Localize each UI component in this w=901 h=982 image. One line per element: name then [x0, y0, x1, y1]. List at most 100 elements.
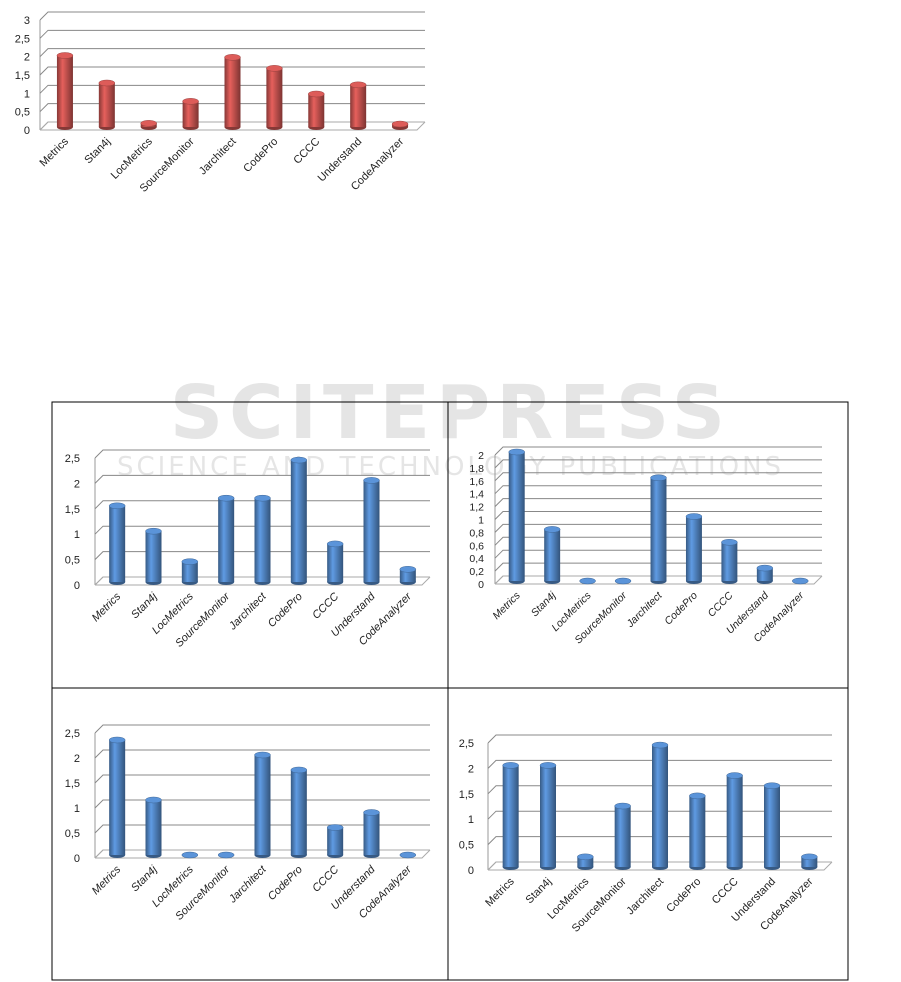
gridline: [94, 799, 430, 809]
y-tick-label: 0,5: [65, 828, 80, 840]
bar-top: [363, 477, 380, 484]
gridline: [487, 734, 832, 744]
x-tick-label: Stan4j: [524, 876, 555, 907]
bar-top: [290, 456, 308, 464]
x-tick-label: Metrics: [490, 589, 523, 622]
bar-top: [399, 566, 417, 573]
bar: [145, 800, 162, 855]
y-tick-label: 1,2: [469, 502, 484, 514]
bar-top: [502, 762, 519, 769]
bar: [308, 94, 325, 127]
y-tick-label: 2,5: [65, 453, 80, 465]
gridline: [39, 103, 425, 113]
bar: [350, 84, 367, 127]
bar-top: [290, 766, 308, 774]
bar: [685, 516, 702, 581]
x-tick-label: CCCC: [710, 876, 741, 907]
gridline: [39, 29, 425, 39]
bar: [689, 795, 706, 867]
x-tick-label: CodePro: [664, 876, 703, 915]
bar: [181, 561, 198, 582]
bar-top: [254, 494, 271, 502]
y-tick-label: 1: [24, 88, 30, 100]
bar-top: [108, 736, 126, 744]
bar-top: [140, 120, 157, 127]
bar-top: [181, 851, 199, 859]
x-tick-label: CCCC: [310, 864, 341, 895]
watermark-subtitle: SCIENCE AND TECHNOLOGY PUBLICATIONS: [116, 452, 785, 482]
y-tick-label: 0: [74, 853, 80, 865]
bar-top: [217, 851, 235, 859]
bar: [290, 460, 307, 582]
y-tick-label: 2: [478, 450, 484, 462]
gridline: [94, 749, 430, 759]
panel-border: [51, 401, 849, 981]
bar-top: [685, 513, 703, 520]
x-tick-label: CodePro: [266, 864, 305, 903]
gridline: [94, 474, 430, 484]
bar: [224, 57, 241, 128]
bar: [399, 569, 416, 582]
x-tick-label: Jarchitect: [226, 590, 269, 633]
y-tick-label: 2: [468, 763, 474, 775]
bar: [764, 785, 780, 867]
bar-top: [363, 809, 380, 816]
bar: [614, 806, 631, 867]
bar-top: [543, 526, 561, 533]
x-tick-label: Metrics: [90, 863, 124, 897]
gridline: [39, 121, 425, 131]
y-tick-label: 1: [74, 529, 80, 541]
bar-top: [399, 851, 417, 859]
y-tick-label: 0,5: [15, 107, 30, 119]
gridline: [494, 498, 822, 507]
bar-top: [308, 90, 325, 98]
y-tick-label: 0,2: [469, 566, 484, 578]
y-tick-label: 2: [74, 478, 80, 490]
floor-front-edge: [40, 121, 426, 131]
bar: [726, 775, 743, 867]
x-tick-label: CCCC: [291, 136, 322, 167]
bar: [98, 83, 115, 127]
bar-top: [721, 539, 738, 546]
bar-top: [792, 577, 809, 585]
bar: [540, 765, 556, 867]
bar: [756, 568, 773, 581]
floor-front-edge: [495, 575, 823, 585]
y-tick-label: 2,5: [65, 728, 80, 740]
bar-top: [217, 494, 235, 502]
gridline: [494, 446, 822, 456]
bar-top: [391, 120, 409, 128]
bar-top: [614, 577, 632, 585]
gridline: [94, 576, 430, 586]
x-tick-label: CCCC: [310, 591, 341, 622]
gridline: [39, 11, 425, 21]
gridline: [487, 836, 832, 845]
y-tick-label: 0: [24, 125, 30, 137]
floor-front-edge: [488, 861, 833, 871]
gridline: [494, 549, 822, 559]
y-tick-label: 0,8: [469, 527, 484, 539]
bar: [650, 477, 667, 581]
bar: [254, 755, 271, 855]
bar: [801, 856, 818, 867]
bar-top: [254, 751, 271, 759]
y-tick-label: 0: [74, 580, 80, 592]
gridline: [494, 523, 822, 533]
gridline: [94, 525, 430, 535]
y-tick-label: 0,4: [469, 553, 484, 565]
gridline: [494, 575, 822, 585]
bar-top: [577, 853, 594, 861]
y-tick-label: 3: [24, 15, 30, 27]
y-tick-label: 2,5: [15, 33, 30, 45]
bar-top: [266, 65, 283, 72]
y-tick-label: 2: [24, 52, 30, 64]
gridline: [494, 459, 822, 469]
bar-top: [56, 52, 74, 59]
bar-top: [224, 54, 241, 61]
watermark-title: SCITEPRESS: [169, 370, 732, 456]
bar-top: [763, 782, 781, 789]
bar: [290, 770, 307, 855]
gridline: [494, 472, 822, 482]
gridline: [94, 449, 430, 459]
y-tick-label: 2,5: [459, 738, 474, 750]
